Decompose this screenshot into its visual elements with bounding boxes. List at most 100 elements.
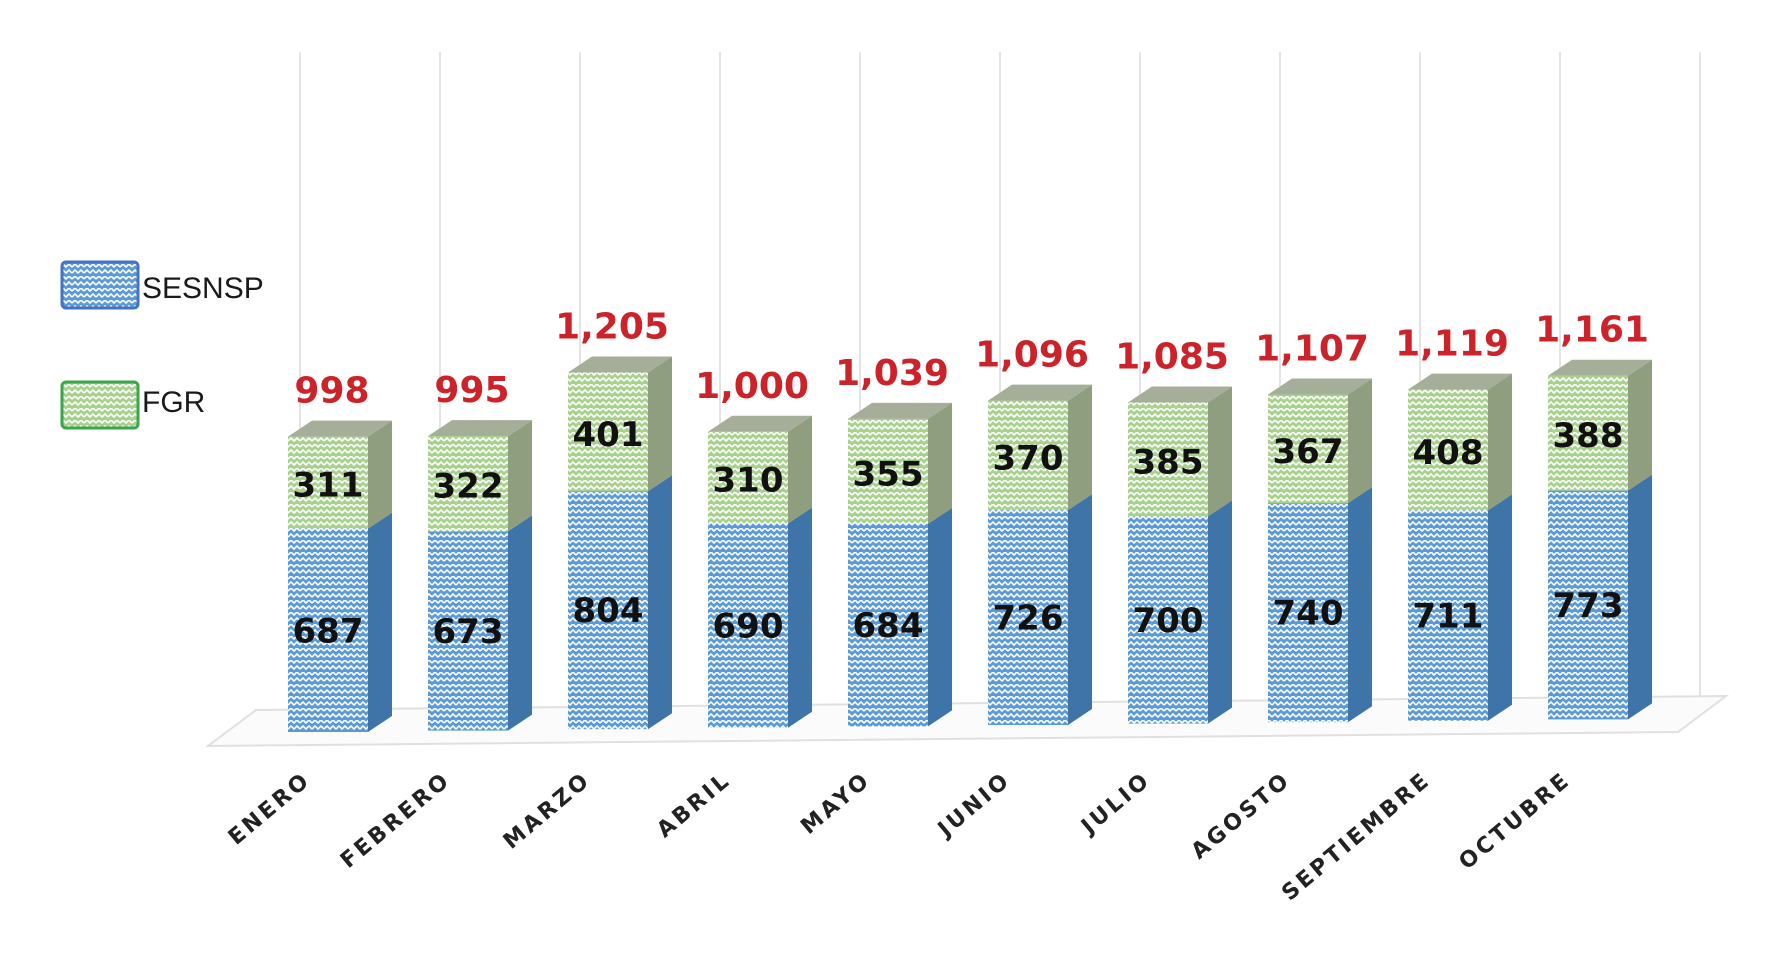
category-label: SEPTIEMBRE [1277,767,1435,906]
bar-fgr-3 [708,415,812,524]
bar-sesnsp-5-side [1068,494,1092,725]
value-label-sesnsp: 687 [293,611,364,651]
value-label-fgr: 401 [573,415,644,455]
total-label: 1,000 [695,366,809,407]
category-label: JUNIO [932,767,1016,843]
bar-sesnsp-9 [1548,474,1652,720]
bar-sesnsp-4-side [928,507,952,727]
bar-fgr-8-top [1408,373,1512,390]
bar-sesnsp-1-front [428,531,508,731]
total-label: 998 [294,371,369,412]
bar-fgr-4-top [848,402,952,419]
bar-fgr-9-top [1548,359,1652,376]
bar-fgr-0 [288,420,392,529]
category-label: ENERO [224,767,316,850]
value-label-sesnsp: 673 [433,612,504,652]
bar-fgr-6 [1128,386,1232,517]
value-label-sesnsp: 773 [1553,586,1624,626]
bar-fgr-1-front [428,436,508,532]
bar-sesnsp-6 [1128,500,1232,724]
category-label: ABRIL [652,767,735,843]
bar-fgr-8-front [1408,389,1488,511]
bar-fgr-0-front [288,436,368,529]
bar-fgr-9 [1548,359,1652,491]
bar-fgr-2 [568,356,672,492]
bar-sesnsp-6-side [1208,500,1232,724]
bar-sesnsp-5 [988,494,1092,725]
category-axis: ENERO FEBRERO MARZO ABRIL MAYO JUNIO JULIO AGOS… [224,767,1576,906]
category-label: FEBRERO [336,767,456,873]
bar-sesnsp-8 [1408,494,1512,721]
bar-fgr-5-side [1068,384,1092,511]
bar-sesnsp-7 [1268,487,1372,723]
bar-fgr-6-side [1208,386,1232,517]
bar-sesnsp-2 [568,475,672,730]
bar-sesnsp-5-front [988,510,1068,725]
category-label: MARZO [499,767,596,854]
category-label: AGOSTO [1187,767,1296,864]
bar-fgr-3-top [708,415,812,432]
bar-sesnsp-7-side [1348,487,1372,723]
bar-sesnsp-9-side [1628,474,1652,720]
value-label-fgr: 367 [1273,432,1344,472]
bar-fgr-4-front [848,418,928,524]
bar-fgr-9-front [1548,375,1628,491]
total-label: 1,039 [835,353,949,394]
bar-sesnsp-8-front [1408,510,1488,721]
bar-sesnsp-2-front [568,491,648,730]
total-label: 1,161 [1535,310,1649,351]
value-label-sesnsp: 740 [1273,594,1344,634]
value-label-fgr: 322 [433,467,504,507]
bar-fgr-1 [428,420,532,532]
value-label-sesnsp: 690 [713,607,784,647]
bar-fgr-9-side [1628,359,1652,491]
bar-sesnsp-6-front [1128,516,1208,724]
total-label: 1,107 [1255,329,1369,370]
bar-fgr-5-front [988,400,1068,511]
category-label: JULIO [1075,767,1155,840]
bar-fgr-0-side [368,420,392,529]
bars [288,356,1652,732]
bar-fgr-4-side [928,402,952,524]
bar-sesnsp-1 [428,515,532,731]
value-label-fgr: 388 [1553,416,1624,456]
value-label-fgr: 385 [1133,442,1204,482]
legend-item-sesnsp: SESNSP [60,260,264,310]
value-label-sesnsp: 804 [573,591,644,631]
bar-fgr-5-top [988,384,1092,401]
bar-sesnsp-3-side [788,507,812,728]
total-label: 1,085 [1115,336,1229,377]
value-label-fgr: 408 [1413,433,1484,473]
bar-fgr-6-top [1128,386,1232,403]
bar-sesnsp-0 [288,512,392,732]
bar-sesnsp-0-side [368,512,392,732]
legend-item-fgr: FGR [60,380,205,430]
total-label: 1,096 [975,335,1089,376]
bar-fgr-0-top [288,420,392,437]
category-label: MAYO [796,767,875,839]
value-label-sesnsp: 711 [1413,597,1484,637]
value-label-fgr: 311 [293,466,364,506]
data-labels: 687 311 998 673 322 995 804 401 1,205 690 310 1,000… [293,307,1649,652]
bar-fgr-7-top [1268,378,1372,395]
bar-sesnsp-9-front [1548,490,1628,720]
bar-sesnsp-7-front [1268,503,1348,723]
value-label-sesnsp: 726 [993,599,1064,639]
bar-fgr-6-front [1128,402,1208,517]
bar-fgr-1-side [508,420,532,532]
legend-label-fgr: FGR [142,386,205,419]
value-label-fgr: 355 [853,454,924,494]
bar-fgr-5 [988,384,1092,511]
bar-fgr-8 [1408,373,1512,511]
bar-fgr-7-side [1348,378,1372,504]
bar-fgr-2-front [568,372,648,492]
total-label: 995 [434,370,509,411]
value-label-fgr: 310 [713,461,784,501]
value-label-sesnsp: 700 [1133,601,1204,641]
value-label-fgr: 370 [993,438,1064,478]
legend-swatch-fgr [60,380,140,430]
legend-label-sesnsp: SESNSP [142,272,264,305]
bar-fgr-2-side [648,356,672,492]
